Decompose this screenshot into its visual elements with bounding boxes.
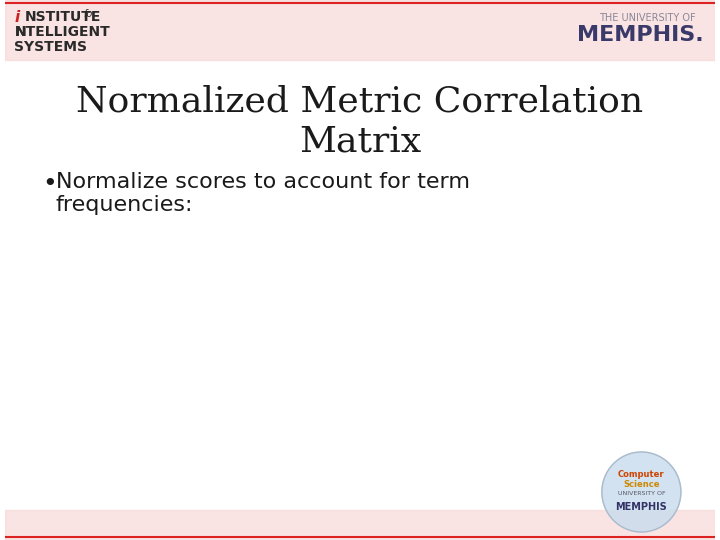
Text: MEMPHIS.: MEMPHIS. xyxy=(577,25,703,45)
Text: for: for xyxy=(84,9,97,19)
Text: SYSTEMS: SYSTEMS xyxy=(14,40,87,54)
Bar xyxy=(4,0,716,60)
Text: i: i xyxy=(14,10,19,25)
Text: NTELLIGENT: NTELLIGENT xyxy=(14,25,110,39)
Text: Normalize scores to account for term: Normalize scores to account for term xyxy=(56,172,470,192)
Text: Normalized Metric Correlation: Normalized Metric Correlation xyxy=(76,85,644,119)
Text: Matrix: Matrix xyxy=(299,125,421,159)
Text: THE UNIVERSITY OF: THE UNIVERSITY OF xyxy=(599,13,696,23)
Bar xyxy=(4,510,716,540)
Text: frequencies:: frequencies: xyxy=(56,195,194,215)
Text: MEMPHIS: MEMPHIS xyxy=(616,502,667,512)
Text: UNIVERSITY OF: UNIVERSITY OF xyxy=(618,491,665,496)
Text: NSTITUTE: NSTITUTE xyxy=(24,10,101,24)
Text: N: N xyxy=(14,25,26,39)
Text: Computer: Computer xyxy=(618,470,665,479)
Text: Science: Science xyxy=(623,480,660,489)
Text: •: • xyxy=(42,172,57,196)
Circle shape xyxy=(602,452,681,532)
